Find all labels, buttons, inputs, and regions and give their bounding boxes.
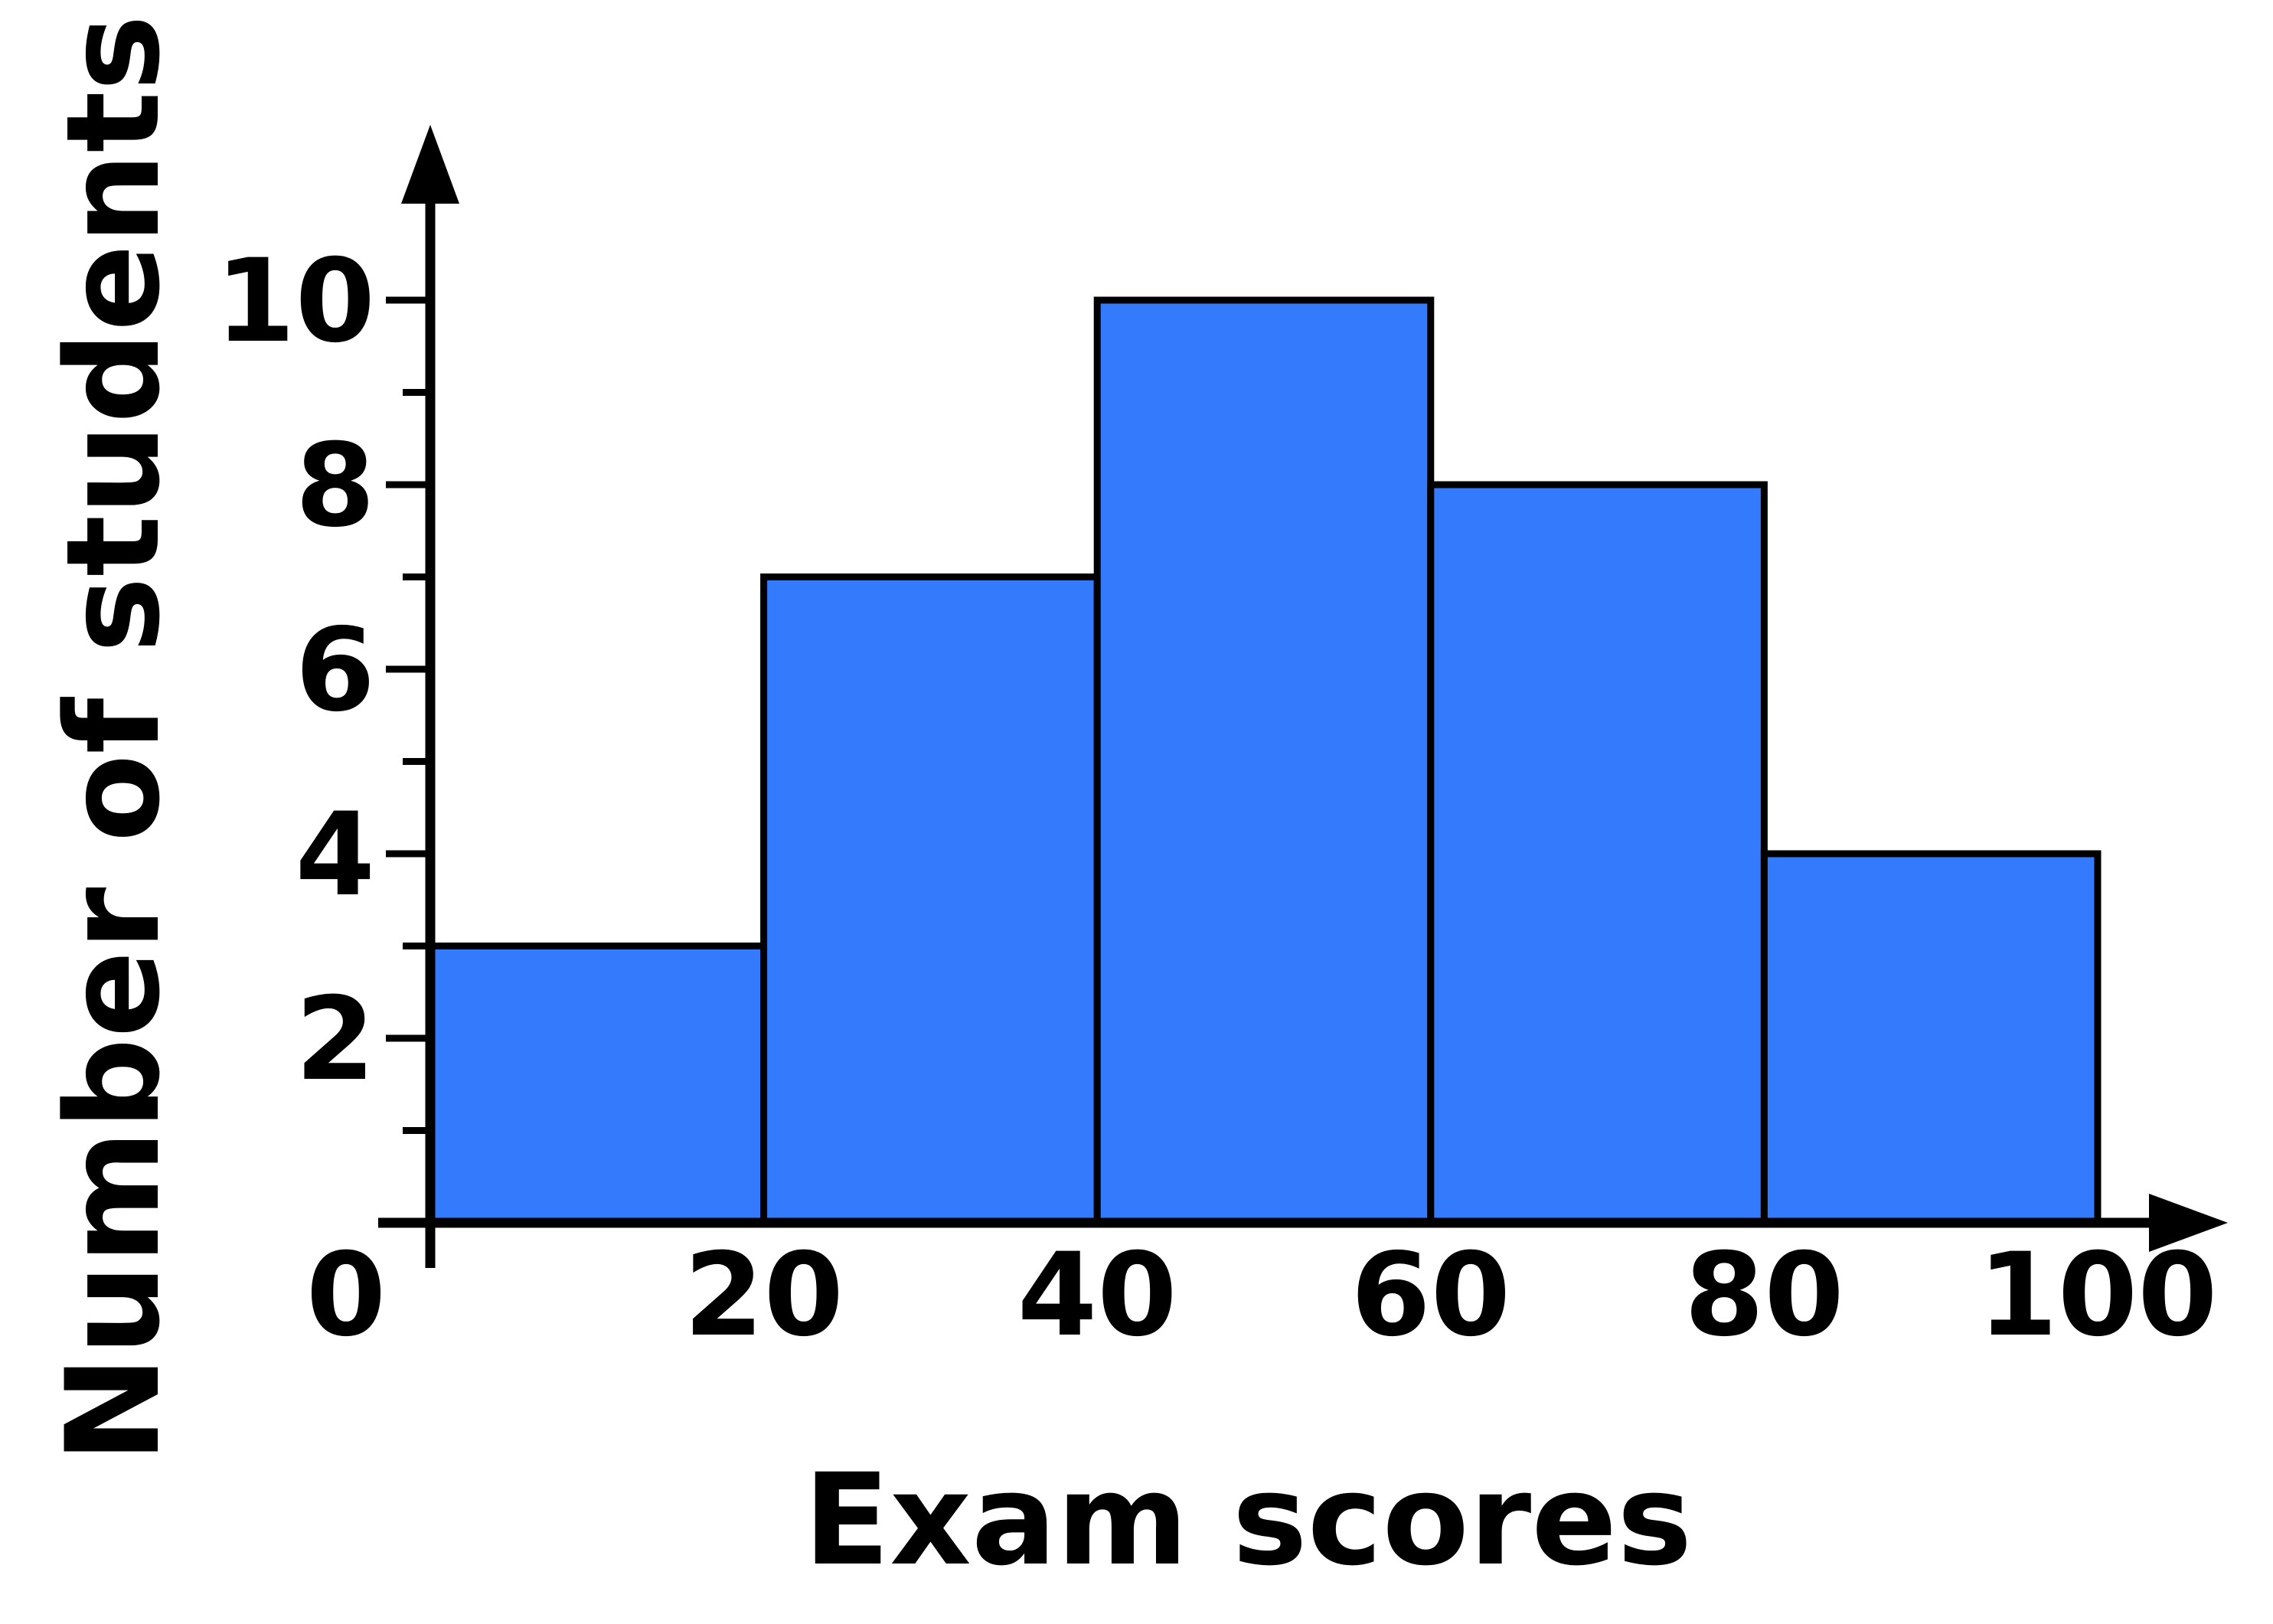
y-tick-label-4: 4 [296, 789, 375, 922]
x-axis-title: Exam scores [804, 1446, 1693, 1593]
bars-layer [426, 296, 2102, 1227]
y-tick-label-8: 8 [296, 420, 375, 553]
bar-40-60 [1093, 296, 1435, 1227]
bar-80-100 [1760, 850, 2102, 1227]
x-tick-label-100: 100 [1977, 1229, 2217, 1362]
bar-60-80 [1427, 481, 1768, 1227]
y-axis-title: Number of students [38, 15, 188, 1463]
bar-0-20 [426, 943, 768, 1227]
y-tick-label-10: 10 [215, 235, 375, 368]
y-tick-label-2: 2 [296, 973, 375, 1106]
ticks-layer [386, 296, 430, 1134]
axes-layer [378, 125, 2228, 1268]
bar-20-40 [760, 573, 1101, 1227]
x-tick-label-40: 40 [1017, 1229, 1177, 1362]
x-tick-label-80: 80 [1684, 1229, 1844, 1362]
x-tick-label-20: 20 [684, 1229, 844, 1362]
x-tick-label-60: 60 [1350, 1229, 1510, 1362]
x-axis-arrowhead [2149, 1194, 2228, 1252]
origin-tick-label: 0 [306, 1229, 386, 1362]
y-tick-label-6: 6 [296, 604, 375, 737]
y-axis-arrowhead [401, 125, 459, 204]
